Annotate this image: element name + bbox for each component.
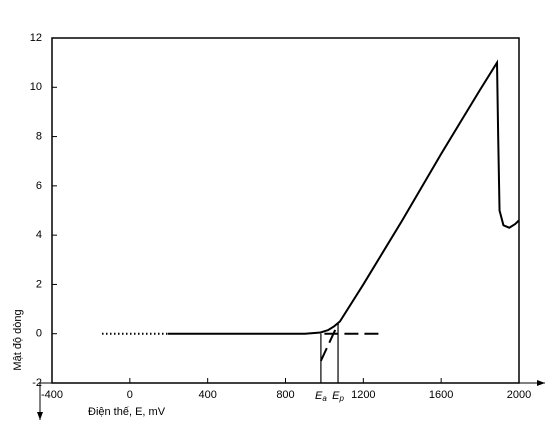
annotation-symbol: E	[315, 390, 323, 402]
plot-frame	[51, 37, 520, 384]
y-axis-title: Mật độ dòng	[12, 309, 24, 370]
x-tick-label: 0	[127, 389, 133, 401]
y-tick-label: 0	[36, 328, 42, 340]
y-tick-label: 8	[36, 130, 42, 142]
line-series	[320, 323, 339, 362]
y-tick-label: 6	[36, 180, 42, 192]
x-axis-title: Điện thế, E, mV	[88, 406, 166, 418]
x-tick-label: 400	[198, 389, 216, 401]
x-tick-label: 2000	[507, 389, 531, 401]
line-series	[167, 59, 520, 335]
annotation-label: Ep	[332, 390, 344, 403]
y-tick-label: 12	[30, 32, 42, 44]
y-tick-label: 2	[36, 278, 42, 290]
annotation-subscript: a	[322, 394, 327, 403]
y-tick-label: 10	[30, 81, 42, 93]
y-arrowhead	[37, 412, 43, 420]
x-arrowhead	[537, 380, 545, 386]
annotation-subscript: p	[338, 394, 344, 403]
x-tick-label: 1200	[351, 389, 375, 401]
annotation-symbol: E	[332, 390, 340, 402]
y-tick-label: -2	[32, 377, 42, 389]
x-tick-label: 1600	[429, 389, 453, 401]
annotation-label: Ea	[315, 390, 327, 403]
x-tick-label: -400	[41, 389, 63, 401]
y-tick-label: 4	[36, 229, 42, 241]
x-tick-label: 800	[276, 389, 294, 401]
